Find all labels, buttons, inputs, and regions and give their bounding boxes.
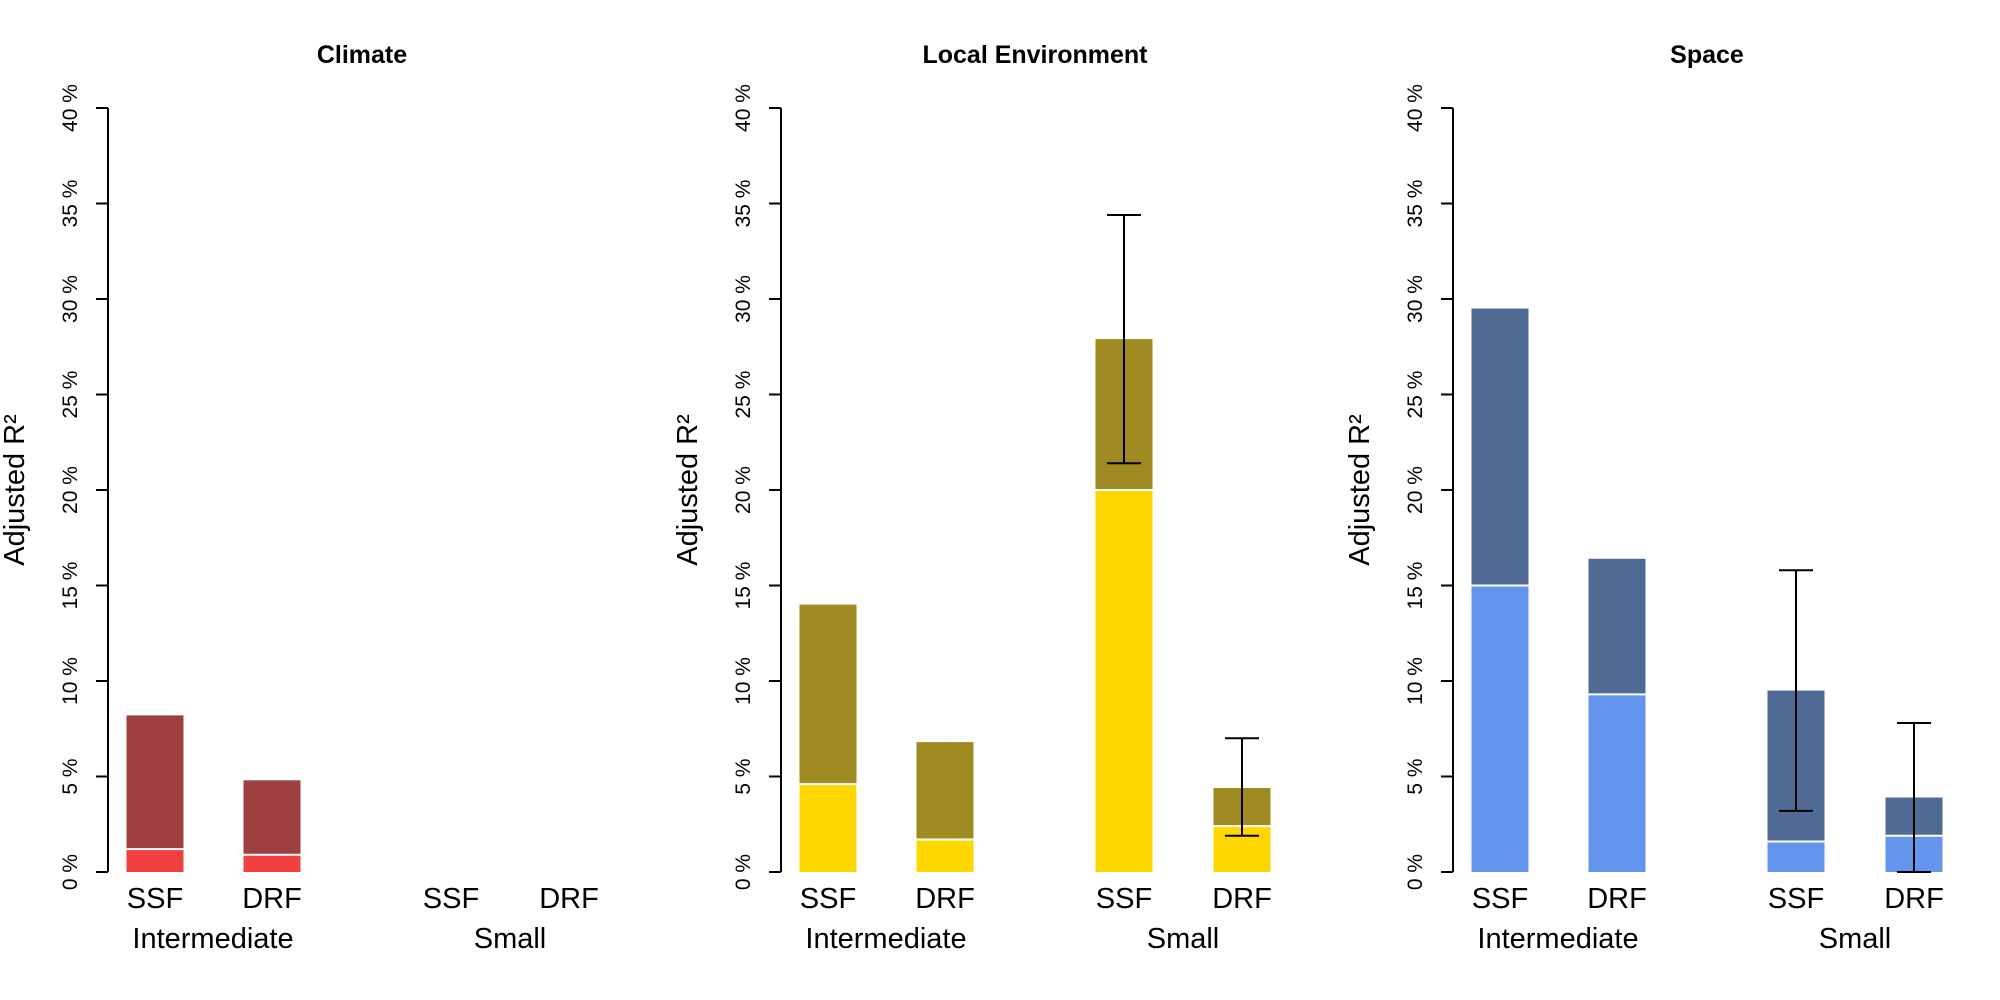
bar-lower-ssf: [1767, 841, 1825, 872]
category-label: DRF: [539, 883, 599, 915]
y-tick-label: 15 %: [59, 562, 82, 610]
category-label: DRF: [1884, 883, 1944, 915]
y-tick-label: 30 %: [732, 275, 755, 323]
y-tick-label: 15 %: [732, 562, 755, 610]
group-label: Small: [1819, 923, 1892, 955]
y-tick-label: 0 %: [732, 854, 755, 890]
category-label: SSF: [1096, 883, 1152, 915]
bar-lower-ssf: [799, 784, 857, 872]
category-label: SSF: [1768, 883, 1824, 915]
category-label: DRF: [1587, 883, 1647, 915]
y-tick-label: 5 %: [59, 758, 82, 794]
y-tick-label: 25 %: [59, 371, 82, 419]
category-label: SSF: [800, 883, 856, 915]
y-tick-label: 35 %: [1404, 180, 1427, 228]
chart-panel-2: Local Environment 0 % 5 % 10 % 15 % 20 % 25 % 3…: [672, 41, 1272, 955]
y-tick-label: 30 %: [1404, 275, 1427, 323]
y-axis-title: Adjusted R²: [0, 414, 31, 566]
bar-lower-drf: [243, 854, 301, 872]
y-tick-label: 35 %: [732, 180, 755, 228]
bar-lower-drf: [916, 839, 974, 872]
chart-panel-3: Space 0 % 5 % 10 % 15 % 20 % 25 % 30 % 35 % 40 % A…: [1344, 41, 1944, 955]
bar-lower-ssf: [126, 849, 184, 872]
y-tick-label: 0 %: [1404, 854, 1427, 890]
y-tick-label: 15 %: [1404, 562, 1427, 610]
y-tick-label: 10 %: [59, 657, 82, 705]
y-tick-label: 5 %: [732, 758, 755, 794]
y-tick-label: 0 %: [59, 854, 82, 890]
bar-lower-ssf: [1471, 585, 1529, 872]
y-tick-label: 40 %: [732, 84, 755, 132]
group-label: Small: [474, 923, 547, 955]
y-tick-label: 40 %: [59, 84, 82, 132]
y-tick-label: 20 %: [732, 466, 755, 514]
group-label: Small: [1147, 923, 1220, 955]
group-label: Intermediate: [132, 923, 293, 955]
category-label: DRF: [1212, 883, 1272, 915]
y-tick-label: 30 %: [59, 275, 82, 323]
bar-lower-ssf: [1095, 490, 1153, 872]
category-label: DRF: [915, 883, 975, 915]
y-tick-label: 10 %: [1404, 657, 1427, 705]
y-axis-title: Adjusted R²: [672, 414, 704, 566]
bar-lower-drf: [1588, 694, 1646, 872]
bar-total-ssf: [126, 715, 184, 872]
panel-title: Space: [1670, 41, 1744, 69]
y-tick-label: 10 %: [732, 657, 755, 705]
category-label: SSF: [423, 883, 479, 915]
panel-title: Local Environment: [922, 41, 1148, 69]
y-tick-label: 25 %: [1404, 371, 1427, 419]
category-label: DRF: [242, 883, 302, 915]
y-tick-label: 35 %: [59, 180, 82, 228]
y-tick-label: 25 %: [732, 371, 755, 419]
y-tick-label: 40 %: [1404, 84, 1427, 132]
y-tick-label: 5 %: [1404, 758, 1427, 794]
y-tick-label: 20 %: [1404, 466, 1427, 514]
y-axis-title: Adjusted R²: [1344, 414, 1376, 566]
group-label: Intermediate: [805, 923, 966, 955]
category-label: SSF: [1472, 883, 1528, 915]
category-label: SSF: [127, 883, 183, 915]
group-label: Intermediate: [1477, 923, 1638, 955]
chart-panel-1: Climate 0 % 5 % 10 % 15 % 20 % 25 % 30 % 35 % 40 …: [0, 41, 599, 955]
panel-title: Climate: [317, 41, 407, 69]
y-tick-label: 20 %: [59, 466, 82, 514]
